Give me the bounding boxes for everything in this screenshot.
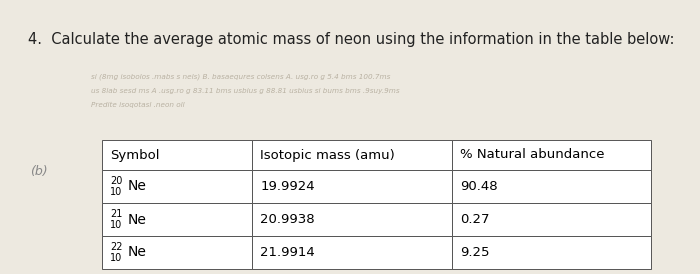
Text: Ne: Ne (127, 179, 146, 193)
Text: us 8lab sesd ms A .usg.ro g 83.11 bms usbius g 88.81 usbius si bums bms .9suy.9m: us 8lab sesd ms A .usg.ro g 83.11 bms us… (91, 88, 400, 94)
Text: 21.9914: 21.9914 (260, 246, 315, 259)
Bar (102, 170, 252, 203)
Text: 20.9938: 20.9938 (260, 213, 315, 226)
Bar (452, 203, 651, 236)
Text: 0.27: 0.27 (460, 213, 489, 226)
Text: si (8mg isobolos .mabs s nels) B. basaequres colsens A. usg.ro g 5.4 bms 100.7ms: si (8mg isobolos .mabs s nels) B. basaeq… (91, 73, 391, 79)
Bar (102, 140, 252, 170)
Text: Symbol: Symbol (110, 149, 160, 161)
Text: Ne: Ne (127, 213, 146, 227)
Text: 20: 20 (110, 176, 122, 186)
Text: Predite isoqotasl .neon oll: Predite isoqotasl .neon oll (91, 102, 185, 108)
Bar (452, 170, 651, 203)
Bar (102, 236, 252, 269)
Text: 10: 10 (110, 187, 122, 197)
Bar (102, 203, 252, 236)
Text: 9.25: 9.25 (460, 246, 489, 259)
Text: 4.  Calculate the average atomic mass of neon using the information in the table: 4. Calculate the average atomic mass of … (28, 32, 675, 47)
Bar (452, 140, 651, 170)
Text: 21: 21 (110, 209, 122, 219)
Bar (252, 203, 452, 236)
Text: 10: 10 (110, 253, 122, 263)
Bar (452, 236, 651, 269)
Bar (252, 170, 452, 203)
Text: (b): (b) (29, 165, 48, 178)
Text: 22: 22 (110, 242, 122, 252)
Text: % Natural abundance: % Natural abundance (460, 149, 604, 161)
Text: Isotopic mass (amu): Isotopic mass (amu) (260, 149, 395, 161)
Text: Ne: Ne (127, 246, 146, 259)
Text: 10: 10 (110, 220, 122, 230)
Text: 19.9924: 19.9924 (260, 180, 315, 193)
Text: 90.48: 90.48 (460, 180, 498, 193)
Bar (252, 236, 452, 269)
Bar (252, 140, 452, 170)
